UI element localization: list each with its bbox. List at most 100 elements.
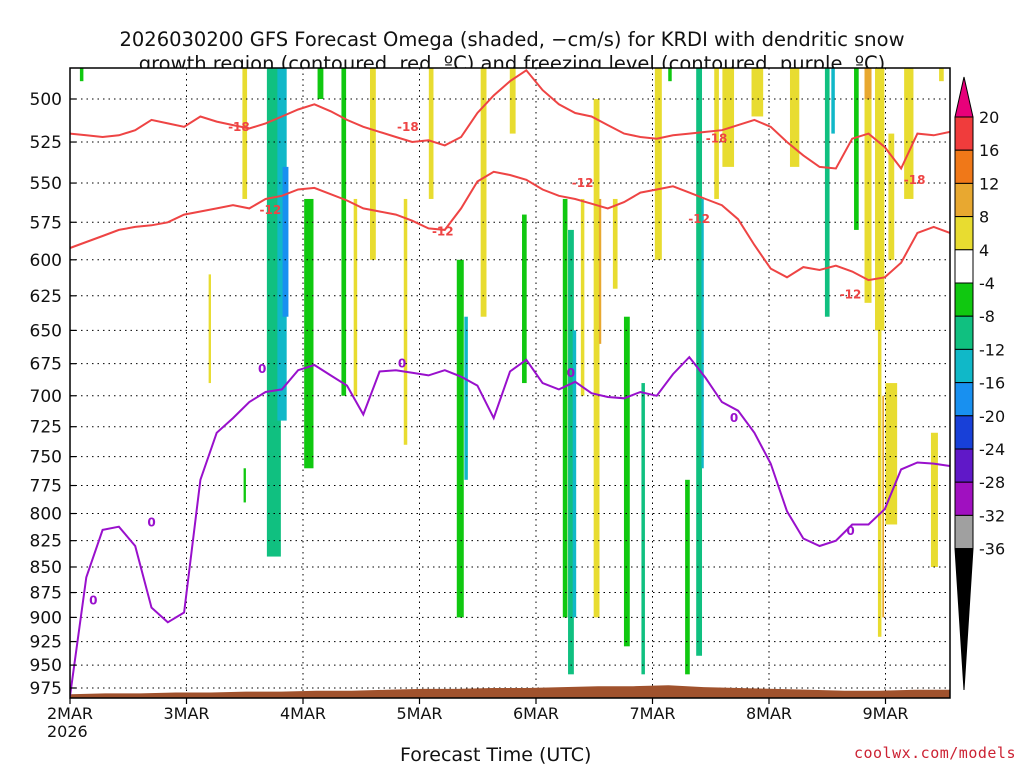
x-tick-label-4: 6MAR [513,704,559,723]
y-tick-label-11: 775 [30,477,62,497]
omega-cell-24 [242,68,248,199]
y-tick-label-14: 850 [30,558,62,578]
x-tick-label-1: 3MAR [163,704,209,723]
y-tick-label-1: 525 [30,133,62,153]
omega-cell-40 [875,68,885,331]
y-tick-label-7: 675 [30,355,62,375]
colorbar-swatch-8 [954,382,974,417]
omega-cell-33 [598,198,602,344]
label-minus12-3: -12 [688,212,710,226]
colorbar-label-12: -32 [979,506,1005,525]
omega-cell-21 [79,68,84,82]
colorbar-swatch-6 [954,315,974,350]
omega-cell-39 [789,68,800,167]
omega-cell-6 [456,259,464,618]
omega-cell-4 [341,68,347,396]
omega-cell-9 [562,198,568,618]
label-zero-4: 0 [567,366,575,380]
y-tick-label-3: 575 [30,213,62,233]
title-line-1: 2026030200 GFS Forecast Omega (shaded, −… [119,28,905,51]
contour-minus18-line [70,68,950,171]
omega-cell-17 [824,68,830,317]
label-minus12-2: -12 [572,176,594,190]
credit-text: coolwx.com/models [853,744,1016,762]
x-axis-year: 2026 [47,722,88,741]
omega-cell-29 [480,68,487,317]
x-axis-label: Forecast Time (UTC) [400,744,592,766]
label-zero-1: 0 [89,594,97,608]
omega-cell-14 [685,479,690,675]
omega-cell-22 [317,68,324,99]
y-tick-label-16: 900 [30,608,62,628]
y-tick-label-19: 975 [30,679,62,699]
x-tick-label-6: 8MAR [746,704,792,723]
omega-cell-20 [668,68,672,82]
omega-cell-48 [877,330,882,637]
colorbar-bottom-arrow [954,548,974,691]
y-tick-label-8: 700 [30,387,62,407]
colorbar-swatch-5 [954,282,974,317]
omega-cell-18 [831,68,835,134]
omega-cell-49 [882,395,885,618]
omega-cell-15 [696,68,703,656]
colorbar-label-11: -28 [979,473,1005,492]
label-minus12-0: -12 [260,203,282,217]
colorbar-swatch-11 [954,481,974,516]
contour-minus12-line [70,170,950,282]
colorbar-label-3: 8 [979,208,989,227]
y-tick-label-5: 625 [30,287,62,307]
omega-cell-34 [612,198,618,289]
y-tick-label-6: 650 [30,321,62,341]
y-tick-label-17: 925 [30,633,62,653]
x-tick-label-3: 5MAR [396,704,442,723]
omega-cell-16 [701,198,704,469]
x-tick-label-7: 9MAR [862,704,908,723]
omega-cell-46 [930,432,938,567]
omega-cell-3 [304,198,314,469]
omega-cell-35 [654,68,662,260]
omega-shading [79,68,944,675]
colorbar-label-13: -36 [979,540,1005,559]
label-zero-5: 0 [730,411,738,425]
colorbar-label-10: -24 [979,440,1005,459]
omega-cell-13 [641,383,645,675]
omega-cell-12 [623,316,630,647]
y-tick-label-0: 500 [30,90,62,110]
omega-cell-28 [428,68,434,199]
omega-cell-31 [580,198,585,396]
colorbar-label-7: -12 [979,340,1005,359]
y-axis: 500 525 550 575 600 625 650 675 700 725 750 775 800 8… [30,90,76,699]
y-tick-label-2: 550 [30,174,62,194]
label-zero-3: 0 [398,357,406,371]
contour-zero-line [70,355,950,697]
label-minus12-4: -12 [840,287,862,301]
omega-cell-7 [464,316,468,480]
omega-cell-25 [369,68,376,260]
y-tick-label-18: 950 [30,656,62,676]
y-tick-label-12: 800 [30,505,62,525]
colorbar-label-1: 16 [979,141,999,160]
omega-cell-36 [714,68,719,199]
plot-background [70,68,950,698]
omega-cell-26 [353,198,358,396]
omega-cell-5 [243,468,246,503]
x-axis: 2MAR 3MAR 4MAR 5MAR 6MAR 7MAR 8MAR 9MAR [47,698,909,723]
omega-cell-23 [208,274,211,384]
colorbar-top-arrow [954,76,974,118]
colorbar-label-4: 4 [979,241,989,260]
colorbar-swatch-9 [954,415,974,450]
colorbar-swatch-2 [954,182,974,218]
colorbar-label-9: -20 [979,407,1005,426]
colorbar-label-8: -16 [979,374,1005,393]
y-tick-label-13: 825 [30,532,62,552]
omega-cell-38 [751,68,764,117]
omega-cell-19 [854,68,859,230]
omega-cell-27 [403,198,408,445]
colorbar-label-2: 12 [979,174,999,193]
colorbar-swatch-0 [954,116,974,151]
y-tick-label-9: 725 [30,418,62,438]
colorbar-swatch-12 [954,514,974,550]
colorbar-label-5: -4 [979,274,995,293]
label-minus18-1: -18 [397,120,419,134]
